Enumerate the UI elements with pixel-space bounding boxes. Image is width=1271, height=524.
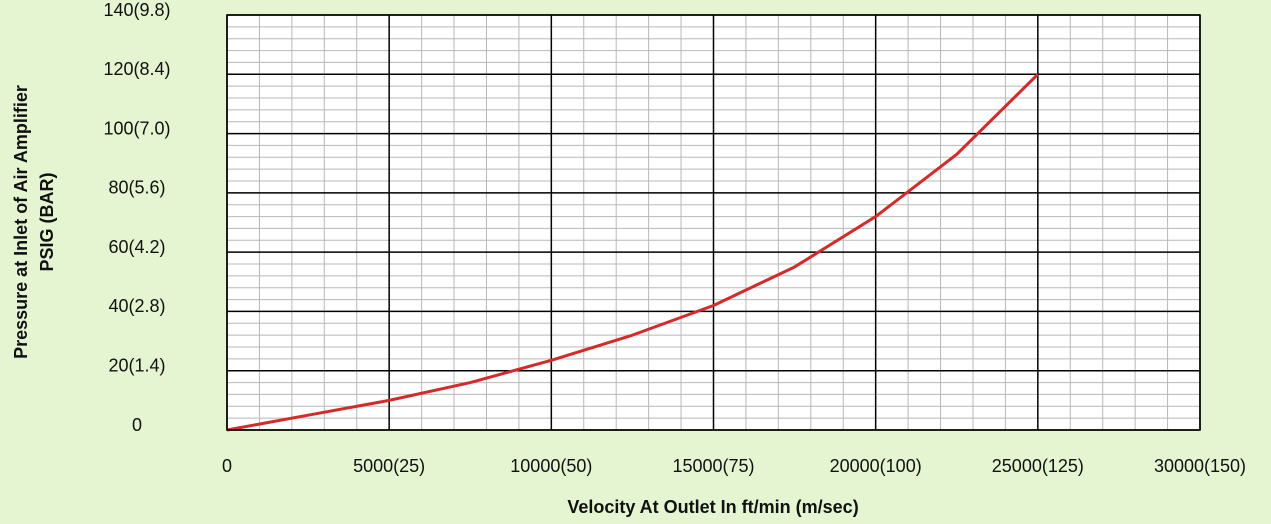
y-axis-title: Pressure at Inlet of Air Amplifier — [11, 85, 31, 359]
y-tick-label: 60(4.2) — [108, 237, 165, 257]
y-tick-label: 0 — [132, 415, 142, 435]
y-axis-title: PSIG (BAR) — [37, 172, 57, 271]
x-tick-label: 25000(125) — [992, 456, 1084, 476]
y-tick-label: 120(8.4) — [103, 59, 170, 79]
x-tick-label: 15000(75) — [672, 456, 754, 476]
y-tick-label: 80(5.6) — [108, 178, 165, 198]
data-line — [226, 73, 1039, 432]
y-tick-label: 40(2.8) — [108, 296, 165, 316]
x-tick-label: 20000(100) — [830, 456, 922, 476]
x-tick-label: 0 — [222, 456, 232, 476]
x-tick-label: 5000(25) — [353, 456, 425, 476]
x-axis-title: Velocity At Outlet In ft/min (m/sec) — [567, 497, 858, 517]
y-tick-label: 100(7.0) — [103, 118, 170, 138]
y-tick-label: 140(9.8) — [103, 0, 170, 20]
plot-border — [226, 14, 1201, 431]
marks — [226, 73, 1039, 432]
x-tick-label: 10000(50) — [510, 456, 592, 476]
x-tick-label: 30000(150) — [1154, 456, 1246, 476]
y-tick-label: 20(1.4) — [108, 355, 165, 375]
